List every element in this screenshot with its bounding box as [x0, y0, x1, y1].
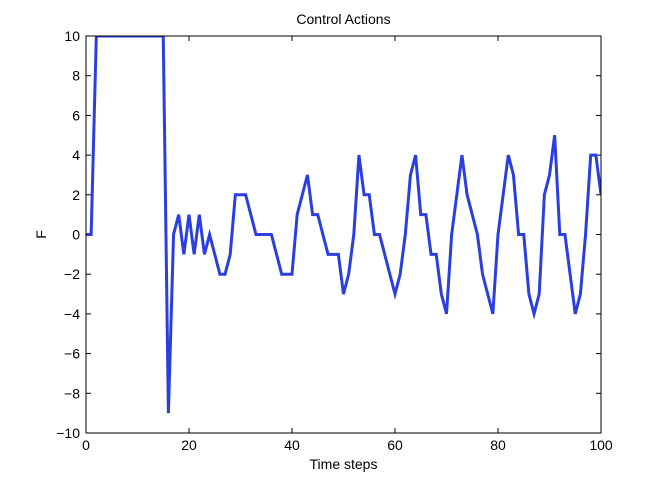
chart-title: Control Actions	[296, 11, 390, 27]
x-tick-label: 0	[82, 437, 90, 453]
x-tick-label: 40	[284, 437, 300, 453]
y-tick-label: −8	[64, 385, 80, 401]
y-tick-label: 8	[72, 68, 80, 84]
x-axis-label: Time steps	[310, 456, 378, 472]
x-tick-label: 100	[589, 437, 613, 453]
series-layer	[86, 36, 601, 414]
x-tick-label: 80	[490, 437, 506, 453]
control-action-series-line	[86, 36, 601, 414]
y-tick-label: −10	[56, 425, 80, 441]
y-tick-label: 0	[72, 227, 80, 243]
y-tick-label: −4	[64, 306, 80, 322]
x-tick-label: 60	[387, 437, 403, 453]
y-axis-label: F	[33, 230, 49, 239]
plot-area-background	[86, 36, 601, 433]
plot-area-border	[85, 35, 602, 434]
axis-ticks: 0 20 40 60 80 100 −10 −8 −6 −4 −2 0 2 4 6 8 10	[56, 28, 613, 453]
x-tick-label: 20	[181, 437, 197, 453]
y-tick-label: 10	[64, 28, 80, 44]
y-tick-label: −2	[64, 266, 80, 282]
y-tick-label: −6	[64, 346, 80, 362]
y-tick-label: 4	[72, 147, 80, 163]
y-tick-label: 6	[72, 107, 80, 123]
y-tick-label: 2	[72, 187, 80, 203]
